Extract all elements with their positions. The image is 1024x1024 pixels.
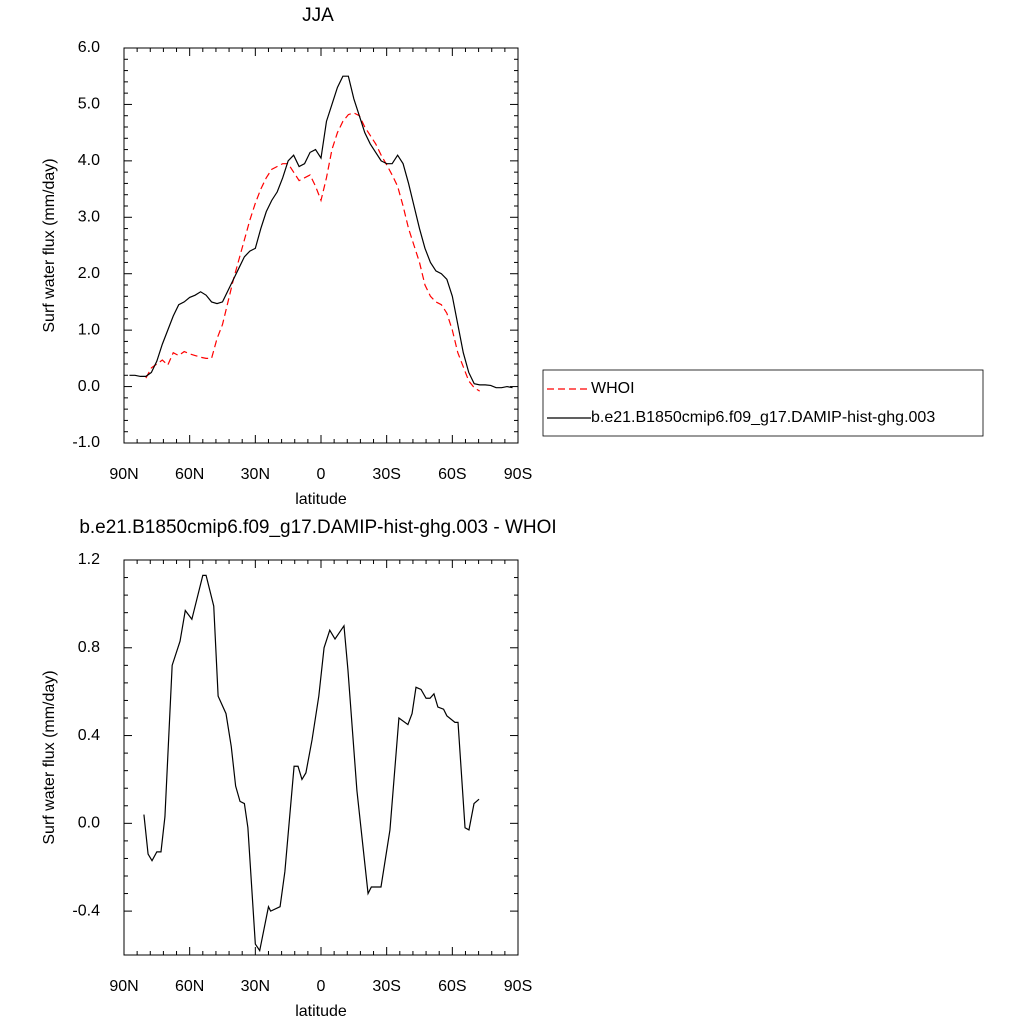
x-tick-label: 60N xyxy=(175,466,204,483)
x-tick-label: 0 xyxy=(317,978,326,995)
y-tick-label: 4.0 xyxy=(78,152,100,169)
y-tick-label: 0.8 xyxy=(78,639,100,656)
y-tick-label: 5.0 xyxy=(78,96,100,113)
y-tick-label: 2.0 xyxy=(78,265,100,282)
x-tick-label: 60N xyxy=(175,978,204,995)
y-tick-label: 1.2 xyxy=(78,551,100,568)
x-axis-label: latitude xyxy=(295,1003,347,1020)
x-tick-label: 30S xyxy=(372,466,400,483)
legend-label: b.e21.B1850cmip6.f09_g17.DAMIP-hist-ghg.… xyxy=(591,409,935,426)
chart-title: JJA xyxy=(302,5,334,26)
x-tick-label: 90S xyxy=(504,466,532,483)
y-tick-label: 1.0 xyxy=(78,321,100,338)
x-tick-label: 30N xyxy=(241,978,270,995)
y-axis-label: Surf water flux (mm/day) xyxy=(41,670,58,844)
x-tick-label: 30N xyxy=(241,466,270,483)
x-tick-label: 60S xyxy=(438,466,466,483)
y-tick-label: -1.0 xyxy=(72,434,100,451)
chart-title: b.e21.B1850cmip6.f09_g17.DAMIP-hist-ghg.… xyxy=(79,517,556,538)
legend-label: WHOI xyxy=(591,380,635,397)
y-tick-label: 3.0 xyxy=(78,209,100,226)
x-tick-label: 90N xyxy=(109,978,138,995)
y-axis-label: Surf water flux (mm/day) xyxy=(41,158,58,332)
y-tick-label: -0.4 xyxy=(72,902,100,919)
data-line xyxy=(129,75,513,389)
x-axis-label: latitude xyxy=(295,491,347,508)
y-tick-label: 0.0 xyxy=(78,815,100,832)
plot-frame xyxy=(123,47,519,444)
x-tick-label: 60S xyxy=(438,978,466,995)
data-line xyxy=(145,112,481,392)
x-tick-label: 30S xyxy=(372,978,400,995)
y-tick-label: 0.4 xyxy=(78,727,100,744)
legend-box xyxy=(542,369,984,437)
y-tick-label: 0.0 xyxy=(78,378,100,395)
data-line xyxy=(143,574,480,953)
x-tick-label: 90N xyxy=(109,466,138,483)
x-tick-label: 0 xyxy=(317,466,326,483)
y-tick-label: 6.0 xyxy=(78,39,100,56)
plot-frame xyxy=(123,559,519,956)
x-tick-label: 90S xyxy=(504,978,532,995)
